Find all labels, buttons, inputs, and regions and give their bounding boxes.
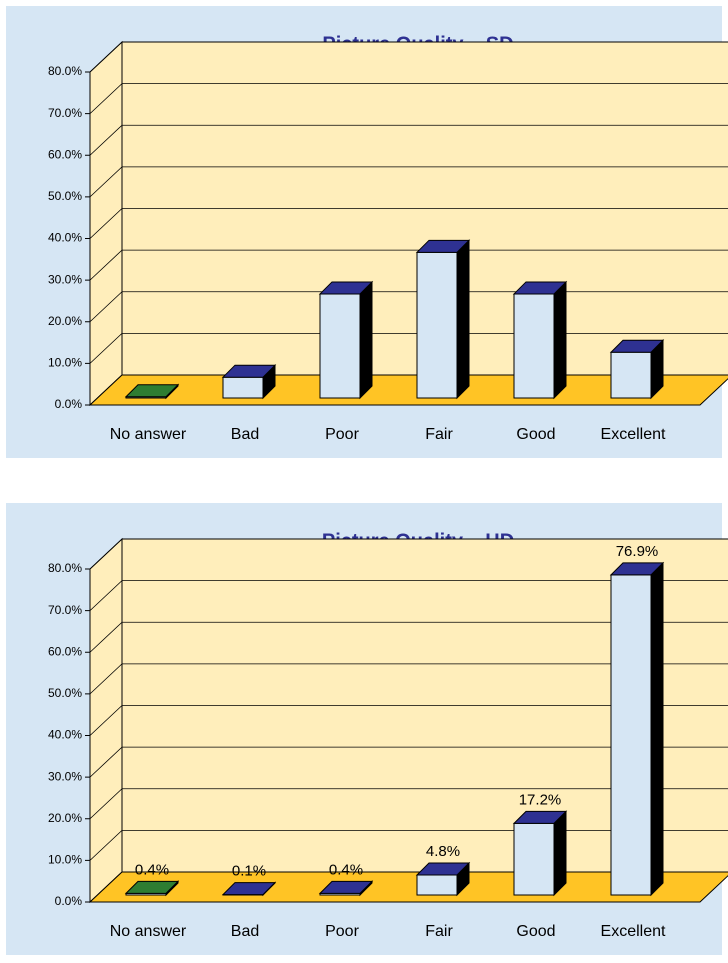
bar-front	[513, 293, 555, 399]
x-tick-label: Bad	[231, 426, 259, 443]
grid-line	[89, 249, 728, 281]
y-tick-label: 60.0%	[48, 147, 82, 161]
value-label: 0.4%	[329, 861, 363, 878]
grid-line	[89, 166, 728, 198]
x-tick-label: Good	[516, 426, 555, 443]
y-tick-label: 80.0%	[48, 561, 82, 575]
y-tick-label: 0.0%	[55, 894, 83, 908]
x-tick-label: Fair	[425, 426, 453, 443]
bar-top	[221, 364, 277, 378]
value-label: 76.9%	[616, 543, 659, 560]
bar-front	[610, 351, 652, 399]
x-tick-label: Good	[516, 923, 555, 940]
x-tick-label: Bad	[231, 923, 259, 940]
y-tick-label: 50.0%	[48, 686, 82, 700]
bar	[124, 383, 180, 400]
bar-top	[124, 880, 180, 894]
bar	[512, 810, 568, 897]
bar	[221, 881, 277, 897]
grid-line	[89, 124, 728, 156]
bar-side	[650, 561, 664, 897]
bar	[415, 239, 471, 400]
grid-line	[89, 663, 728, 695]
y-tick-label: 50.0%	[48, 189, 82, 203]
y-tick-label: 40.0%	[48, 231, 82, 245]
y-tick-label: 30.0%	[48, 769, 82, 783]
bar-top	[512, 281, 568, 295]
bar-side	[553, 280, 567, 400]
y-tick-label: 60.0%	[48, 644, 82, 658]
y-tick-label: 40.0%	[48, 728, 82, 742]
x-tick-label: Excellent	[601, 426, 666, 443]
bar-top	[318, 880, 374, 894]
bar-top	[221, 882, 277, 896]
bar-top	[318, 281, 374, 295]
y-tick-label: 80.0%	[48, 64, 82, 78]
grid-line	[89, 83, 728, 114]
x-tick-label: Fair	[425, 923, 453, 940]
value-label: 0.4%	[135, 861, 169, 878]
bar-top	[415, 862, 471, 876]
value-label: 0.1%	[232, 863, 266, 880]
bar-top	[609, 562, 665, 576]
grid-line	[89, 208, 728, 239]
y-tick-label: 70.0%	[48, 106, 82, 120]
bar	[609, 561, 665, 897]
grid-line	[89, 580, 728, 611]
bar-front	[222, 376, 264, 399]
bar	[318, 280, 374, 400]
bar	[318, 880, 374, 897]
value-label: 17.2%	[519, 791, 562, 808]
y-tick-label: 0.0%	[55, 397, 83, 411]
bar-top	[124, 384, 180, 398]
bar-top	[609, 339, 665, 353]
bar-side	[359, 280, 373, 400]
y-tick-label: 10.0%	[48, 853, 82, 867]
y-tick-label: 20.0%	[48, 314, 82, 328]
y-tick-label: 30.0%	[48, 272, 82, 286]
bar	[415, 861, 471, 897]
value-label: 4.8%	[426, 843, 460, 860]
bar-front	[513, 822, 555, 896]
bar-front	[319, 293, 361, 399]
y-tick-label: 20.0%	[48, 811, 82, 825]
bar	[512, 280, 568, 400]
bar-top	[512, 810, 568, 824]
y-tick-label: 10.0%	[48, 356, 82, 370]
y-tick-label: 70.0%	[48, 603, 82, 617]
x-tick-label: Poor	[325, 426, 359, 443]
grid-line	[89, 705, 728, 736]
bar-side	[456, 239, 470, 400]
x-tick-label: Poor	[325, 923, 359, 940]
grid-line	[89, 621, 728, 653]
bar	[124, 880, 180, 897]
bar-side	[553, 810, 567, 897]
bar-front	[416, 251, 458, 399]
bar-front	[416, 874, 458, 896]
grid-line	[89, 538, 728, 570]
x-tick-label: No answer	[110, 426, 187, 443]
grid-line	[89, 788, 728, 820]
bar-front	[610, 574, 652, 896]
x-tick-label: No answer	[110, 923, 187, 940]
grid-line	[89, 41, 728, 73]
x-tick-label: Excellent	[601, 923, 666, 940]
bar-top	[415, 239, 471, 253]
grid-line	[89, 746, 728, 778]
bar	[609, 339, 665, 400]
bar	[221, 363, 277, 400]
